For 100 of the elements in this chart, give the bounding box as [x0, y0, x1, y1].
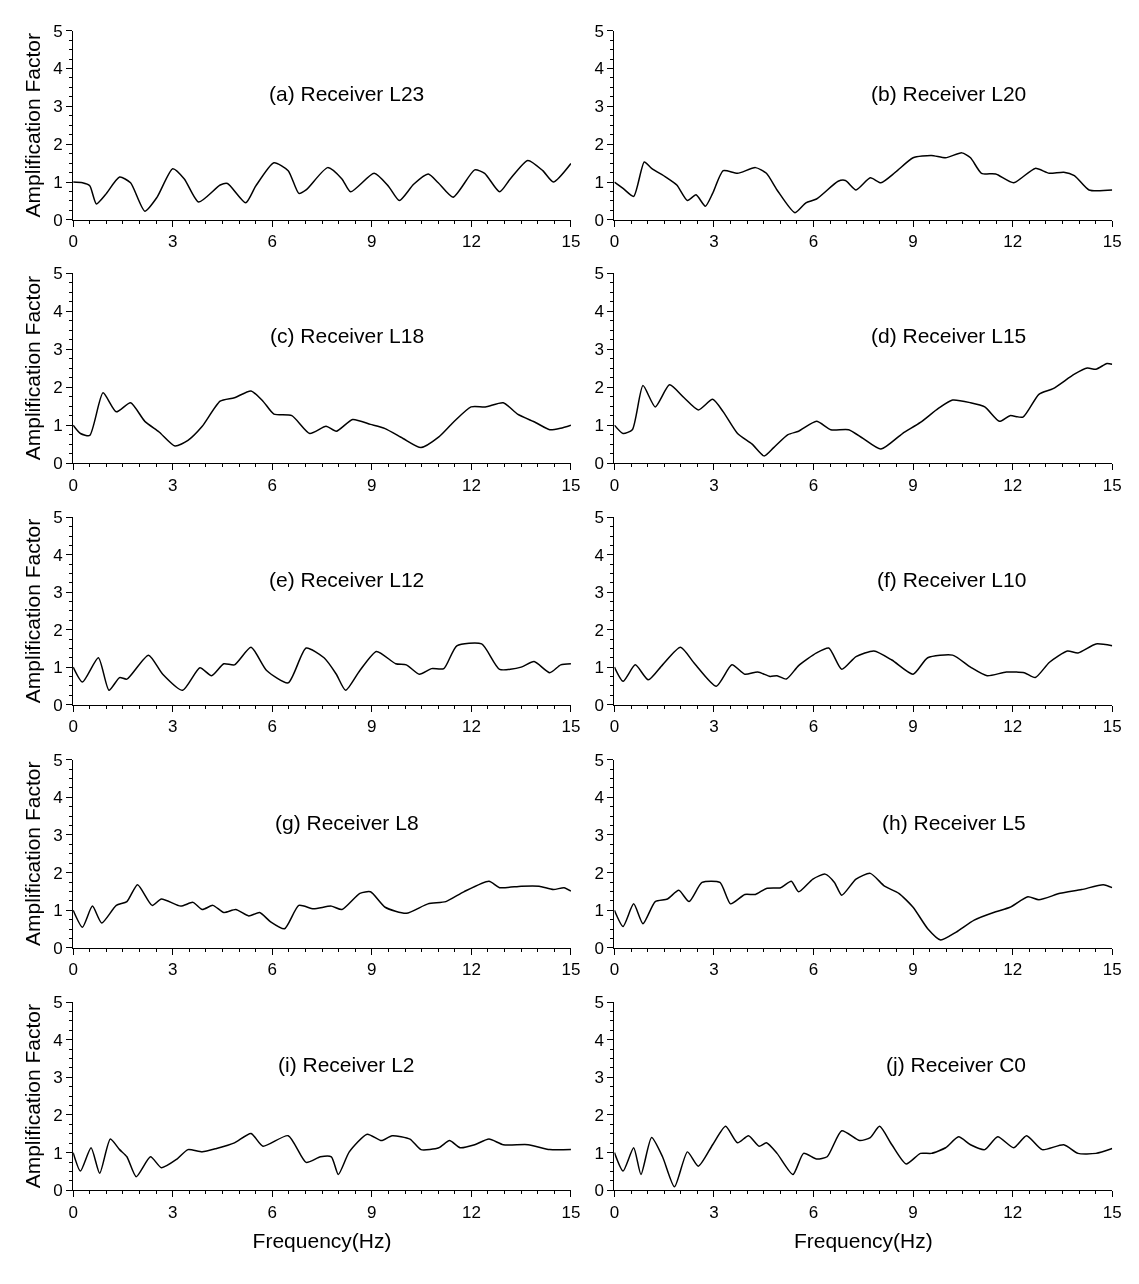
- y-tick-label: 3: [53, 1068, 63, 1088]
- x-tick-label: 15: [561, 475, 581, 495]
- text: (a) Receiver L23: [269, 82, 425, 105]
- x-tick-label: 12: [1003, 475, 1023, 495]
- x-tick-label: 3: [709, 717, 719, 737]
- y-tick-label: 3: [53, 825, 63, 845]
- x-tick-label: 9: [367, 1202, 377, 1222]
- y-tick-label: 1: [594, 658, 604, 678]
- y-tick-label: 0: [594, 454, 604, 474]
- text: (b) Receiver L20: [871, 82, 1027, 105]
- text: (g) Receiver L8: [275, 811, 419, 834]
- y-tick-label: 4: [53, 59, 63, 79]
- y-tick-label: 2: [594, 620, 604, 640]
- x-tick-label: 3: [167, 960, 178, 980]
- y-tick-label: 5: [53, 263, 63, 283]
- y-tick-label: 4: [594, 302, 604, 322]
- y-tick-label: 0: [594, 1181, 604, 1201]
- y-tick-label: 0: [53, 695, 63, 715]
- x-tick-label: 9: [908, 475, 918, 495]
- x-tick-label: 6: [808, 1202, 819, 1222]
- y-tick-label: 3: [53, 583, 63, 603]
- y-tick-label: 2: [53, 1105, 63, 1125]
- x-tick-label: 3: [167, 1202, 178, 1222]
- x-tick-label: 3: [709, 232, 719, 252]
- y-tick-label: 1: [53, 172, 63, 192]
- y-tick-label: 0: [53, 1181, 63, 1201]
- y-tick-label: 3: [53, 340, 63, 360]
- y-tick-label: 5: [594, 21, 604, 41]
- x-tick-label: 9: [367, 475, 377, 495]
- x-tick-label: 15: [561, 960, 581, 980]
- x-tick-label: 9: [367, 960, 377, 980]
- y-tick-label: 1: [53, 901, 63, 921]
- y-tick-label: 5: [594, 508, 604, 528]
- x-tick-label: 6: [267, 717, 278, 737]
- x-tick-label: 6: [808, 717, 819, 737]
- x-tick-label: 12: [1003, 717, 1023, 737]
- x-tick-label: 3: [167, 475, 178, 495]
- y-tick-label: 1: [53, 416, 63, 436]
- text: (h) Receiver L5: [882, 811, 1026, 834]
- y-tick-label: 2: [53, 135, 63, 155]
- text: (f) Receiver L10: [877, 568, 1027, 591]
- text: (d) Receiver L15: [871, 324, 1027, 347]
- x-tick-label: 6: [267, 232, 278, 252]
- x-tick-label: 15: [1102, 960, 1122, 980]
- x-tick-label: 6: [808, 232, 819, 252]
- x-tick-label: 6: [808, 475, 819, 495]
- x-tick-label: 3: [709, 960, 719, 980]
- x-tick-label: 6: [267, 960, 278, 980]
- x-tick-label: 0: [609, 475, 620, 495]
- y-tick-label: 2: [53, 620, 63, 640]
- y-tick-label: 3: [594, 97, 604, 117]
- x-tick-label: 12: [461, 717, 481, 737]
- y-tick-label: 3: [594, 340, 604, 360]
- x-tick-label: 9: [367, 232, 377, 252]
- y-axis-title: Amplification Factor: [21, 518, 45, 704]
- x-tick-label: 0: [68, 960, 78, 980]
- x-tick-label: 6: [808, 960, 819, 980]
- text: (j) Receiver C0: [886, 1053, 1027, 1076]
- x-tick-label: 0: [609, 1202, 620, 1222]
- x-tick-label: 9: [367, 717, 377, 737]
- y-tick-label: 4: [53, 1030, 63, 1050]
- y-tick-label: 4: [594, 59, 604, 79]
- y-tick-label: 1: [594, 172, 604, 192]
- x-tick-label: 12: [1003, 1202, 1023, 1222]
- y-tick-label: 2: [594, 1105, 604, 1125]
- y-axis-title: Amplification Factor: [21, 761, 45, 947]
- x-tick-label: 0: [609, 960, 620, 980]
- x-tick-label: 6: [267, 1202, 278, 1222]
- x-tick-label: 0: [609, 717, 620, 737]
- x-tick-label: 12: [1003, 960, 1023, 980]
- x-tick-label: 9: [908, 960, 918, 980]
- y-tick-label: 5: [594, 263, 604, 283]
- x-tick-label: 15: [1102, 232, 1122, 252]
- y-tick-label: 0: [594, 938, 604, 958]
- y-tick-label: 1: [594, 901, 604, 921]
- x-tick-label: 15: [1102, 717, 1122, 737]
- y-tick-label: 0: [594, 210, 604, 230]
- y-tick-label: 3: [53, 97, 63, 117]
- x-tick-label: 15: [561, 232, 581, 252]
- y-tick-label: 2: [594, 135, 604, 155]
- x-tick-label: 6: [267, 475, 278, 495]
- x-tick-label: 12: [461, 960, 481, 980]
- y-tick-label: 1: [594, 1143, 604, 1163]
- y-tick-label: 0: [53, 454, 63, 474]
- y-tick-label: 2: [594, 863, 604, 883]
- y-tick-label: 2: [594, 378, 604, 398]
- x-tick-label: 0: [68, 475, 78, 495]
- y-tick-label: 5: [53, 508, 63, 528]
- y-tick-label: 4: [594, 545, 604, 565]
- x-tick-label: 9: [908, 717, 918, 737]
- x-tick-label: 15: [1102, 475, 1122, 495]
- x-tick-label: 0: [68, 717, 78, 737]
- x-axis-title: Frequency(Hz): [793, 1228, 933, 1252]
- x-tick-label: 9: [908, 232, 918, 252]
- y-tick-label: 4: [594, 788, 604, 808]
- text: (i) Receiver L2: [278, 1053, 415, 1076]
- y-tick-label: 4: [53, 788, 63, 808]
- x-tick-label: 0: [609, 232, 620, 252]
- y-tick-label: 1: [53, 1143, 63, 1163]
- x-tick-label: 12: [461, 475, 481, 495]
